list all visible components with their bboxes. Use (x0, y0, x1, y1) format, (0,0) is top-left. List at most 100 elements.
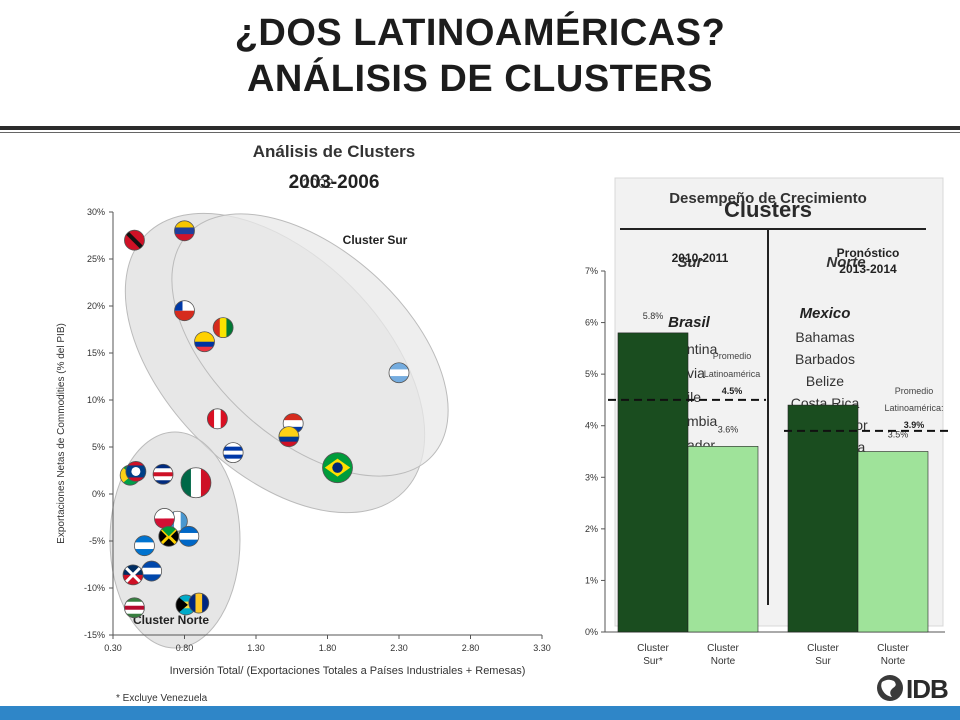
scatter-y-tick-label: -5% (89, 536, 105, 546)
flag-marker-outline (278, 426, 300, 448)
bar-category-label: Sur* (643, 656, 663, 667)
bar-2 (687, 446, 759, 633)
behind-left-item: ile (687, 389, 701, 405)
scatter-x-tick-label: 1.80 (319, 643, 337, 653)
scatter-title: Análisis de Clusters (253, 142, 416, 161)
flag-marker-barbados (188, 593, 209, 614)
flag-marker-colombia (278, 426, 299, 447)
bar-category-label: Cluster (637, 643, 669, 654)
title-divider-thin (0, 132, 960, 133)
behind-right-item: Barbados (795, 351, 855, 367)
flag-marker-jamaica (158, 526, 179, 547)
bar-y-tick-label: 6% (585, 318, 598, 328)
flag-marker-outline (122, 564, 144, 586)
scatter-x-tick-label: 2.80 (462, 643, 480, 653)
scatter-y-tick-label: 20% (87, 301, 105, 311)
bar-marks: 5.8% Cluster Sur* 3.6% Cluster Norte Cluster Su… (617, 311, 929, 667)
avg-right-label2: Latinoamérica: (884, 403, 943, 413)
avg-right-value: 3.9% (904, 420, 925, 430)
flag-marker-outline (134, 535, 155, 557)
behind-right-item: Belize (806, 373, 844, 389)
behind-left-item: ntina (687, 341, 718, 357)
flag-marker-dominican-republic (123, 564, 144, 585)
scatter-subtitle: 2003-2006 (289, 172, 380, 193)
scatter-x-tick-label: 3.30 (533, 643, 551, 653)
bar-title: Desempeño de Crecimiento (669, 190, 867, 207)
bar-category-label: Sur (815, 656, 831, 667)
bar-category-label: Cluster (877, 643, 909, 654)
flag-marker-costa-rica (153, 464, 174, 485)
scatter-y-tick-label: -10% (84, 583, 105, 593)
scatter-y-tick-label: 25% (87, 254, 105, 264)
behind-left-item: mbia (687, 413, 718, 429)
bar-reference-lines (608, 398, 948, 432)
flag-marker-outline (174, 300, 195, 322)
footnote: * Excluye Venezuela (116, 693, 208, 704)
avg-right-label1: Promedio (895, 386, 934, 396)
cluster-scatter-chart: Análisis de Clusters 2002 2003-2006 Clus… (56, 142, 551, 677)
scatter-y-tick-label: 15% (87, 348, 105, 358)
period-right-overlap: Norte (826, 254, 865, 271)
period-left-label: 2010-2011 (672, 251, 729, 265)
flag-marker-belize (125, 461, 146, 482)
bar-category-label: Cluster (707, 643, 739, 654)
flag-marker-uruguay (223, 442, 244, 463)
flag-marker-outline (206, 408, 228, 430)
flag-marker-trinidad (124, 230, 145, 251)
behind-left-heading: Brasil (668, 314, 711, 331)
growth-bar-chart: Clusters Desempeño de Crecimiento Sur 20… (585, 177, 948, 667)
avg-left-label1: Promedio (713, 351, 752, 361)
period-right-label-line2: 2013-2014 (839, 262, 897, 276)
scatter-y-tick-label: 0% (92, 489, 105, 499)
scatter-y-tick-label: 5% (92, 442, 105, 452)
idb-logo-icon (877, 675, 903, 701)
flag-marker-bahamas (175, 594, 196, 615)
flag-marker-mexico (180, 467, 211, 498)
behind-left-item: via (687, 365, 705, 381)
bar-y-tick-label: 7% (585, 266, 598, 276)
period-right-label-line1: Pronóstico (837, 246, 900, 260)
idb-logo-text: IDB (906, 674, 949, 704)
scatter-x-tick-label: 0.80 (176, 643, 194, 653)
flag-marker-peru (207, 408, 228, 429)
flag-marker-ecuador (194, 331, 215, 352)
scatter-x-tick-label: 1.30 (247, 643, 265, 653)
flag-marker-outline (388, 362, 410, 384)
bar-title-overlap: Clusters (724, 197, 812, 222)
flag-marker-outline (152, 463, 174, 485)
scatter-x-tick-label: 0.30 (104, 643, 122, 653)
bar-1 (617, 332, 689, 633)
flag-marker-venezuela (174, 220, 195, 241)
flag-marker-honduras (134, 535, 155, 556)
flag-marker-panama (154, 508, 175, 529)
scatter-y-tick-label: 10% (87, 395, 105, 405)
flag-marker-outline (125, 461, 147, 482)
flag-marker-outline (124, 229, 145, 251)
bar-category-label: Norte (881, 656, 906, 667)
scatter-y-axis-label: Exportaciones Netas de Commodities (% de… (56, 323, 67, 544)
flag-marker-outline (322, 452, 353, 484)
bar-y-tick-label: 5% (585, 369, 598, 379)
bar-data-label: 5.8% (643, 311, 664, 321)
flag-marker-brazil (322, 452, 353, 483)
bar-data-label: 3.5% (888, 430, 909, 440)
slide-title-line2: ANÁLISIS DE CLUSTERS (246, 58, 714, 100)
period-left-overlap: Sur (677, 254, 703, 271)
bar-y-tick-label: 1% (585, 575, 598, 585)
scatter-subtitle-overlap: 2002 (302, 175, 333, 191)
slide-title-line1: ¿DOS LATINOAMÉRICAS? (234, 12, 726, 54)
bar-y-tick-label: 3% (585, 472, 598, 482)
bar-data-label: 3.6% (718, 424, 739, 434)
bar-y-tick-label: 0% (585, 627, 598, 637)
scatter-x-tick-label: 2.30 (390, 643, 408, 653)
avg-left-value: 4.5% (722, 386, 743, 396)
flag-marker-el-salvador (141, 561, 162, 582)
scatter-axes: 0.30 0.80 1.30 1.80 2.30 2.80 3.30 30% 25% 20% 15%… (56, 207, 551, 677)
behind-right-item: Bahamas (795, 329, 854, 345)
title-divider (0, 126, 960, 130)
behind-right-heading: Mexico (800, 305, 851, 322)
flag-marker-outline (212, 317, 234, 339)
flag-marker-outline (194, 331, 215, 353)
bar-y-tick-label: 2% (585, 524, 598, 534)
cluster-norte-label: Cluster Norte (133, 613, 209, 627)
